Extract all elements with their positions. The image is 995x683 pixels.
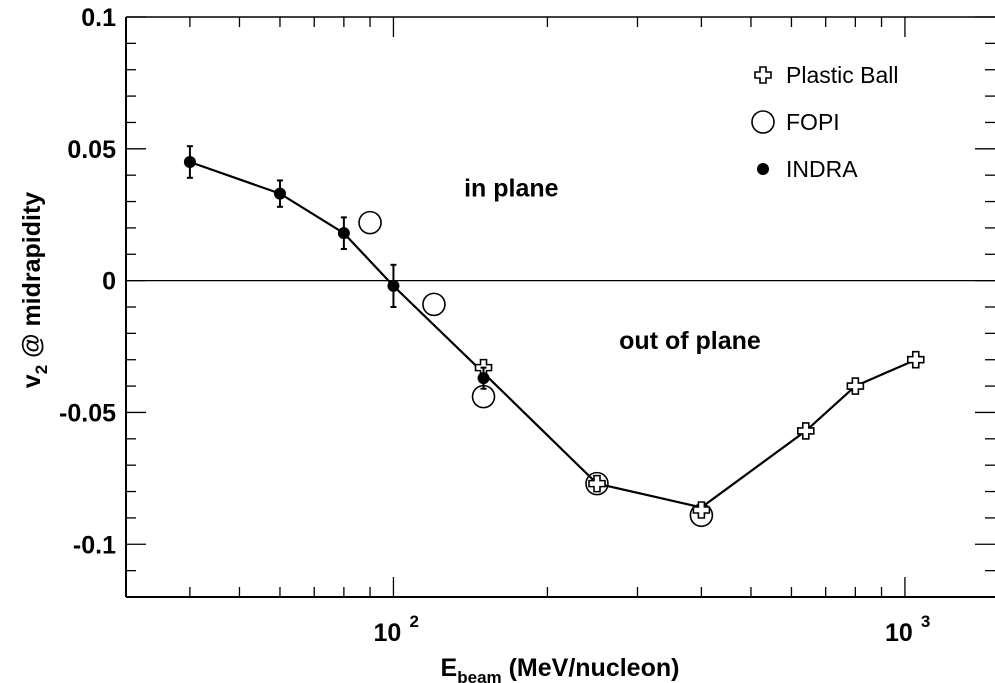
data-point-fopi: [422, 292, 446, 317]
legend: Plastic Ball FOPI INDRA: [751, 62, 898, 182]
y-tick-label: 0.05: [67, 136, 116, 164]
data-point-indra: [183, 156, 196, 168]
legend-label: FOPI: [786, 109, 840, 135]
data-point-fopi: [358, 210, 382, 235]
region-annotation: out of plane: [619, 327, 761, 355]
y-tick-label: 0: [102, 268, 116, 296]
tick-labels: 0.1 0.05 0 -0.05 -0.1 10 2 10 3: [59, 4, 930, 647]
trend-line-group: [189, 160, 917, 509]
data-point-indra: [273, 187, 286, 200]
trend-line: [189, 160, 917, 509]
legend-marker: [751, 110, 775, 134]
region-annotation: in plane: [464, 174, 559, 202]
data-point-plastic-ball: [796, 422, 815, 440]
data-point-fopi: [585, 471, 609, 496]
y-tick-label: 0.1: [81, 4, 116, 32]
x-tick-label: 10: [374, 619, 402, 647]
legend-label: INDRA: [786, 156, 858, 182]
data-point-indra: [337, 227, 350, 240]
x-axis-title: Ebeam (MeV/nucleon): [441, 654, 680, 683]
axis-ticks: [125, 16, 995, 598]
data-point-plastic-ball: [906, 350, 925, 369]
legend-marker: [754, 66, 772, 84]
plot-frame: [125, 16, 995, 598]
y-axis-title: v2 @ midrapidity: [18, 192, 51, 388]
axis-titles: Ebeam (MeV/nucleon) v2 @ midrapidity: [18, 192, 679, 683]
annotations: in plane out of plane: [464, 174, 761, 355]
legend-marker: [757, 163, 769, 175]
data-point-indra: [477, 372, 490, 385]
data-point-plastic-ball: [846, 377, 865, 395]
y-tick-label: -0.1: [73, 531, 116, 559]
y-tick-label: -0.05: [59, 399, 116, 427]
x-tick-label-exponent: 2: [409, 612, 418, 631]
data-point-plastic-ball: [588, 474, 606, 493]
x-tick-label: 10: [885, 619, 913, 647]
data-point-plastic-ball: [692, 501, 711, 519]
data-point-indra: [387, 279, 400, 292]
x-tick-label-exponent: 3: [921, 612, 930, 631]
legend-label: Plastic Ball: [786, 62, 898, 88]
data-points: [183, 145, 925, 528]
